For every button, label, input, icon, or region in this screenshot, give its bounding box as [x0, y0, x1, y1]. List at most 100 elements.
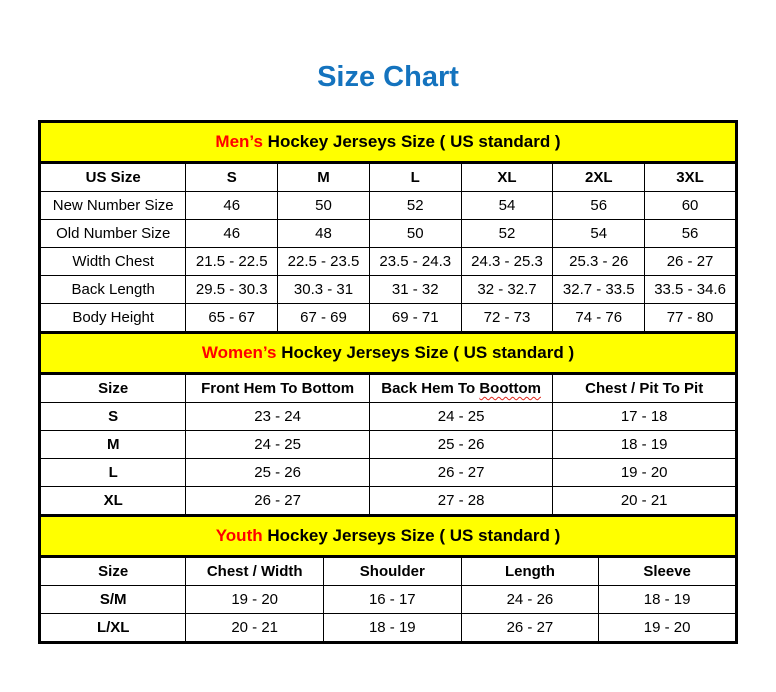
value-cell: 25 - 26 — [185, 458, 370, 487]
column-header: XL — [460, 162, 554, 192]
row-label: S/M — [38, 585, 187, 614]
value-cell: 56 — [644, 219, 737, 248]
page-title: Size Chart — [317, 61, 459, 93]
column-header-row-mens: US Size S M L XL 2XL 3XL — [38, 162, 737, 192]
value-cell: 23.5 - 24.3 — [368, 247, 462, 276]
value-cell: 30.3 - 31 — [277, 275, 370, 304]
row-label: Body Height — [38, 303, 187, 333]
value-cell: 69 - 71 — [368, 303, 462, 333]
value-cell: 21.5 - 22.5 — [185, 247, 279, 276]
table-row: Body Height 65 - 67 67 - 69 69 - 71 72 - 73 7… — [38, 303, 737, 333]
table-row: Back Length 29.5 - 30.3 30.3 - 31 31 - 32 32… — [38, 275, 737, 304]
value-cell: 22.5 - 23.5 — [277, 247, 370, 276]
value-cell: 26 - 27 — [368, 458, 554, 487]
value-cell: 77 - 80 — [644, 303, 737, 333]
row-label: Old Number Size — [38, 219, 187, 248]
value-cell: 32.7 - 33.5 — [552, 275, 646, 304]
row-label: L — [38, 458, 187, 487]
heading-highlight: Men’s — [215, 132, 263, 151]
value-cell: 50 — [277, 191, 370, 220]
value-cell: 24 - 25 — [368, 402, 554, 431]
column-header: L — [368, 162, 462, 192]
table-row: XL 26 - 27 27 - 28 20 - 21 — [38, 486, 737, 516]
value-cell: 20 - 21 — [185, 613, 324, 643]
value-cell: 25 - 26 — [368, 430, 554, 459]
value-cell: 33.5 - 34.6 — [644, 275, 737, 304]
value-cell: 18 - 19 — [598, 585, 737, 614]
value-cell: 18 - 19 — [323, 613, 462, 643]
row-label: Back Length — [38, 275, 187, 304]
value-cell: 24 - 26 — [460, 585, 600, 614]
column-header: Back Hem To Boottom — [368, 373, 554, 403]
value-cell: 26 - 27 — [460, 613, 600, 643]
value-cell: 27 - 28 — [368, 486, 554, 516]
column-header: US Size — [38, 162, 187, 192]
column-header: Chest / Width — [185, 556, 324, 586]
chart-body: Men’s Hockey Jerseys Size ( US standard … — [38, 120, 737, 643]
value-cell: 19 - 20 — [552, 458, 737, 487]
value-cell: 52 — [368, 191, 462, 220]
section-heading-womens: Women’s Hockey Jerseys Size ( US standar… — [39, 331, 737, 375]
column-header: S — [185, 162, 279, 192]
value-cell: 67 - 69 — [277, 303, 370, 333]
row-label: L/XL — [38, 613, 187, 643]
value-cell: 48 — [277, 219, 370, 248]
value-cell: 25.3 - 26 — [552, 247, 646, 276]
value-cell: 52 — [460, 219, 554, 248]
row-label: New Number Size — [38, 191, 187, 220]
column-header: Shoulder — [323, 556, 462, 586]
row-label: S — [38, 402, 187, 431]
column-header: 2XL — [552, 162, 646, 192]
column-header: Sleeve — [598, 556, 737, 586]
section-heading-text: Women’s Hockey Jerseys Size ( US standar… — [39, 331, 737, 375]
section-heading-youth: Youth Hockey Jerseys Size ( US standard … — [39, 514, 737, 558]
section-heading-text: Men’s Hockey Jerseys Size ( US standard … — [39, 120, 737, 164]
column-header: Size — [38, 373, 187, 403]
value-cell: 26 - 27 — [185, 486, 370, 516]
column-header: M — [277, 162, 370, 192]
value-cell: 23 - 24 — [185, 402, 370, 431]
value-cell: 16 - 17 — [323, 585, 462, 614]
column-header: Length — [460, 556, 600, 586]
row-label: Width Chest — [38, 247, 187, 276]
value-cell: 19 - 20 — [598, 613, 737, 643]
column-header: Front Hem To Bottom — [185, 373, 370, 403]
value-cell: 24 - 25 — [185, 430, 370, 459]
heading-rest: Hockey Jerseys Size ( US standard ) — [262, 526, 561, 545]
row-label: M — [38, 430, 187, 459]
value-cell: 19 - 20 — [185, 585, 324, 614]
value-cell: 29.5 - 30.3 — [185, 275, 279, 304]
size-chart-table: Men’s Hockey Jerseys Size ( US standard … — [38, 120, 738, 644]
column-header: Chest / Pit To Pit — [552, 373, 737, 403]
value-cell: 54 — [460, 191, 554, 220]
table-row: S 23 - 24 24 - 25 17 - 18 — [38, 402, 737, 431]
table-row: S/M 19 - 20 16 - 17 24 - 26 18 - 19 — [38, 585, 737, 614]
value-cell: 31 - 32 — [368, 275, 462, 304]
value-cell: 46 — [185, 191, 279, 220]
value-cell: 74 - 76 — [552, 303, 646, 333]
heading-highlight: Youth — [215, 526, 263, 545]
section-heading-text: Youth Hockey Jerseys Size ( US standard … — [39, 514, 737, 558]
table-row: Width Chest 21.5 - 22.5 22.5 - 23.5 23.5 - … — [38, 247, 737, 276]
row-label: XL — [38, 486, 187, 516]
table-row: New Number Size 46 50 52 54 56 60 — [38, 191, 737, 220]
size-chart-container: Men’s Hockey Jerseys Size ( US standard … — [38, 120, 738, 644]
column-header: Size — [38, 556, 187, 586]
heading-highlight: Women’s — [201, 343, 277, 362]
column-header: 3XL — [644, 162, 737, 192]
value-cell: 56 — [552, 191, 646, 220]
value-cell: 17 - 18 — [552, 402, 737, 431]
value-cell: 72 - 73 — [460, 303, 554, 333]
heading-rest: Hockey Jerseys Size ( US standard ) — [276, 343, 575, 362]
value-cell: 32 - 32.7 — [460, 275, 554, 304]
value-cell: 20 - 21 — [552, 486, 737, 516]
value-cell: 18 - 19 — [552, 430, 737, 459]
value-cell: 24.3 - 25.3 — [460, 247, 554, 276]
column-header-row-womens: Size Front Hem To Bottom Back Hem To Boott… — [38, 373, 737, 403]
value-cell: 54 — [552, 219, 646, 248]
column-header-row-youth: Size Chest / Width Shoulder Length Sleeve — [38, 556, 737, 586]
value-cell: 46 — [185, 219, 279, 248]
value-cell: 60 — [644, 191, 737, 220]
table-row: M 24 - 25 25 - 26 18 - 19 — [38, 430, 737, 459]
heading-rest: Hockey Jerseys Size ( US standard ) — [262, 132, 561, 151]
